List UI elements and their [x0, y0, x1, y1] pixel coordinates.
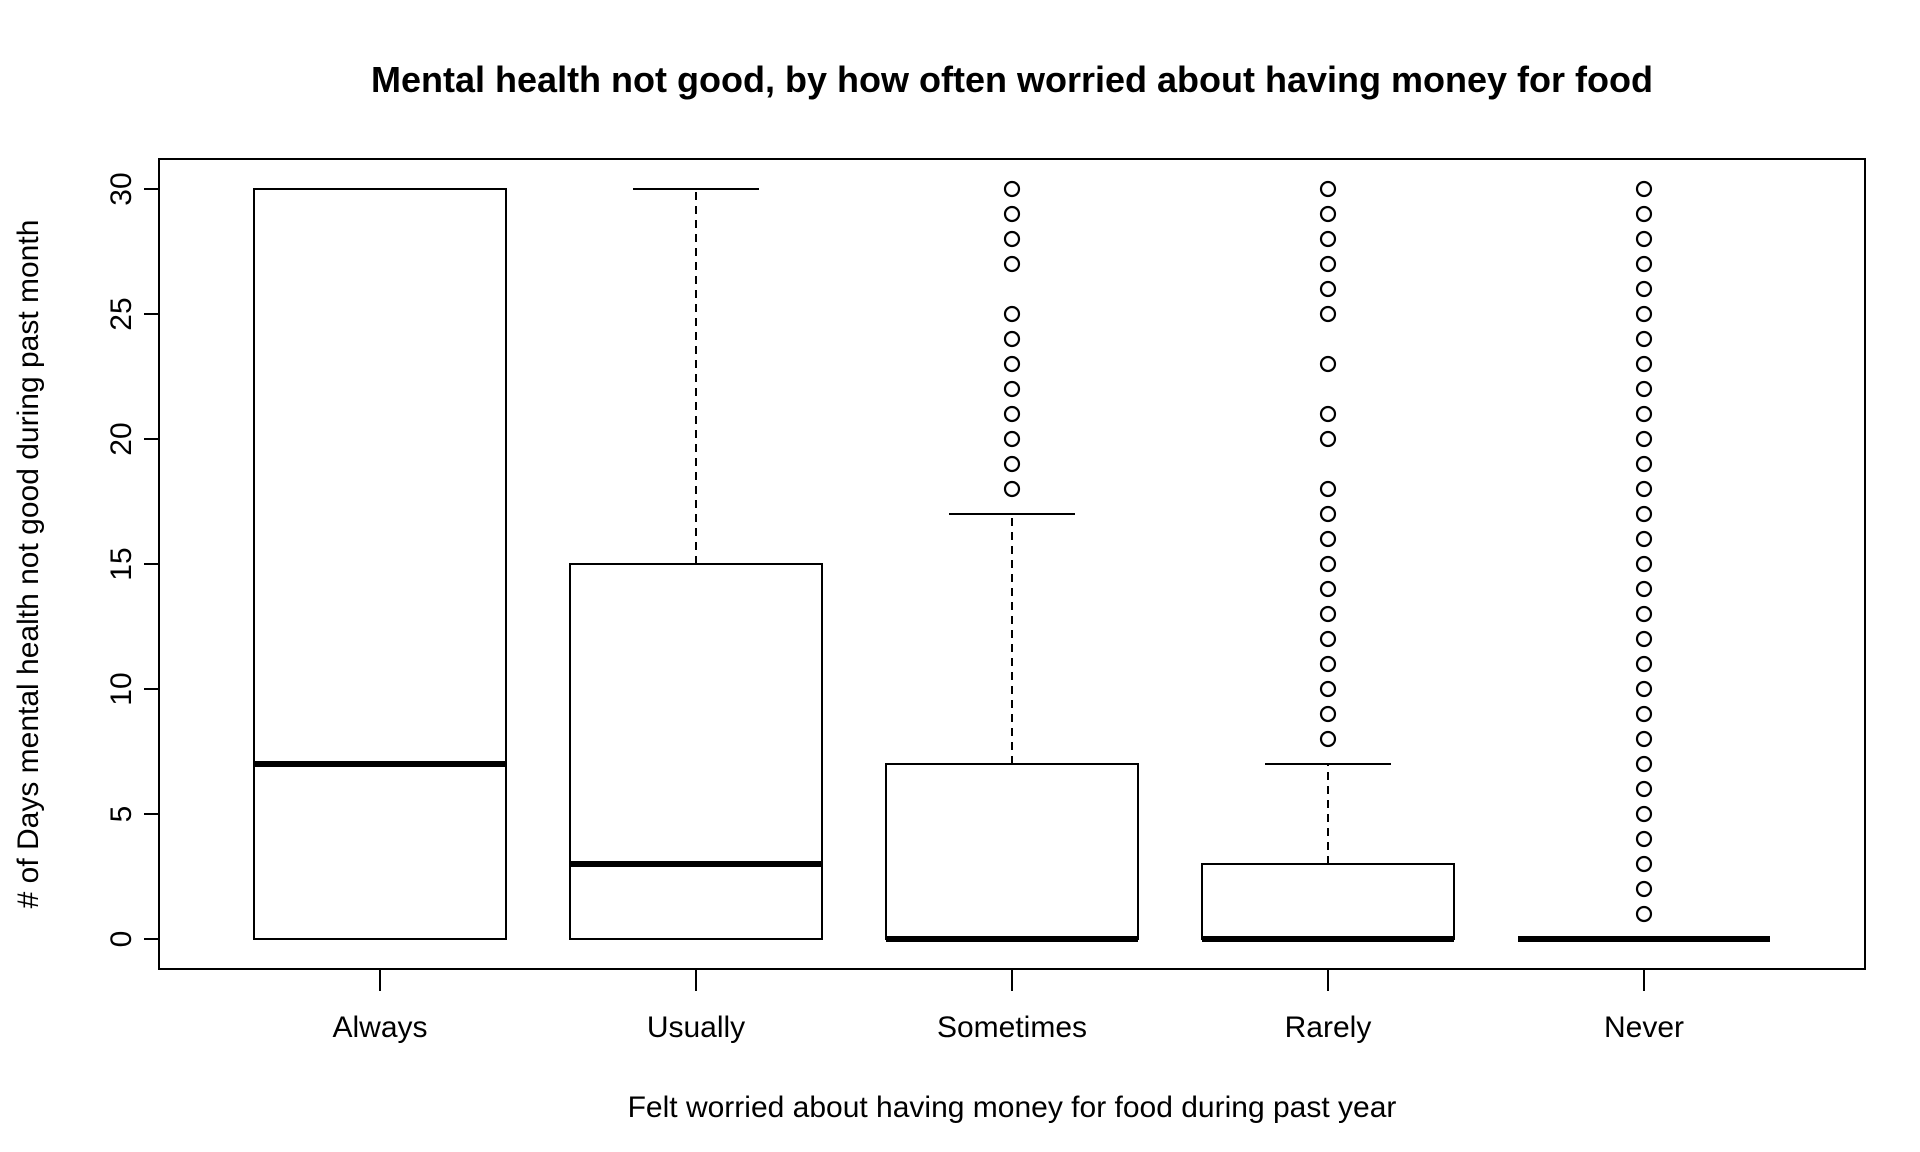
outlier-point	[1003, 480, 1021, 498]
outlier-point	[1003, 430, 1021, 448]
outlier-point	[1319, 205, 1337, 223]
y-tick-label: 25	[105, 297, 138, 330]
y-axis: 0 5 10 15 20 25 30	[105, 172, 160, 948]
x-tick-label: Never	[1604, 1011, 1684, 1044]
outlier-point	[1635, 205, 1653, 223]
outlier-point	[1635, 505, 1653, 523]
outlier-point	[1635, 580, 1653, 598]
x-axis-label: Felt worried about having money for food…	[628, 1091, 1397, 1124]
outlier-point	[1319, 280, 1337, 298]
outlier-point	[1319, 605, 1337, 623]
outlier-point	[1635, 630, 1653, 648]
outlier-point	[1003, 255, 1021, 273]
y-tick-label: 10	[105, 672, 138, 705]
outlier-point	[1635, 605, 1653, 623]
outlier-point	[1319, 255, 1337, 273]
box-usually	[569, 188, 823, 940]
outlier-point	[1003, 330, 1021, 348]
outlier-point	[1635, 755, 1653, 773]
outlier-point	[1319, 505, 1337, 523]
outlier-point	[1635, 480, 1653, 498]
outlier-point	[1635, 180, 1653, 198]
x-tick-label: Usually	[647, 1011, 745, 1044]
outlier-point	[1319, 655, 1337, 673]
outlier-point	[1319, 680, 1337, 698]
outlier-point	[1635, 305, 1653, 323]
boxes-layer	[253, 180, 1770, 942]
outlier-point	[1635, 280, 1653, 298]
outlier-point	[1003, 205, 1021, 223]
outlier-point	[1319, 730, 1337, 748]
outlier-point	[1319, 355, 1337, 373]
outlier-point	[1635, 530, 1653, 548]
outlier-point	[1635, 780, 1653, 798]
y-tick-label: 5	[105, 806, 138, 823]
x-tick-label: Rarely	[1285, 1011, 1372, 1044]
outlier-point	[1635, 880, 1653, 898]
box-rarely	[1201, 180, 1455, 942]
x-tick-label: Sometimes	[937, 1011, 1087, 1044]
outlier-point	[1319, 530, 1337, 548]
y-tick-label: 0	[105, 931, 138, 948]
outlier-point	[1635, 855, 1653, 873]
box-sometimes	[885, 180, 1139, 942]
outlier-point	[1319, 405, 1337, 423]
outlier-point	[1003, 180, 1021, 198]
box-never	[1518, 180, 1770, 942]
x-tick-label: Always	[332, 1011, 427, 1044]
outlier-point	[1635, 230, 1653, 248]
iqr-box	[885, 763, 1139, 940]
outlier-point	[1319, 180, 1337, 198]
outlier-point	[1635, 555, 1653, 573]
y-axis-label: # of Days mental health not good during …	[12, 220, 45, 909]
box-always	[253, 188, 507, 940]
iqr-box	[1201, 863, 1455, 940]
outlier-point	[1319, 555, 1337, 573]
outlier-point	[1003, 455, 1021, 473]
outlier-point	[1635, 255, 1653, 273]
outlier-point	[1635, 705, 1653, 723]
outlier-point	[1635, 455, 1653, 473]
y-tick-label: 20	[105, 422, 138, 455]
y-tick-label: 15	[105, 547, 138, 580]
outlier-point	[1635, 805, 1653, 823]
outlier-point	[1635, 680, 1653, 698]
outlier-point	[1003, 305, 1021, 323]
iqr-box	[253, 188, 507, 940]
outlier-point	[1635, 830, 1653, 848]
outlier-point	[1003, 355, 1021, 373]
outlier-point	[1319, 705, 1337, 723]
x-axis: Always Usually Sometimes Rarely Never	[332, 969, 1684, 1044]
outlier-point	[1003, 380, 1021, 398]
outlier-point	[1003, 405, 1021, 423]
outlier-point	[1319, 580, 1337, 598]
outlier-point	[1319, 630, 1337, 648]
outlier-point	[1635, 905, 1653, 923]
outlier-point	[1635, 405, 1653, 423]
outlier-point	[1319, 480, 1337, 498]
outlier-point	[1319, 430, 1337, 448]
y-tick-label: 30	[105, 172, 138, 205]
outlier-point	[1635, 730, 1653, 748]
outlier-point	[1319, 230, 1337, 248]
outlier-point	[1635, 355, 1653, 373]
iqr-box	[569, 563, 823, 940]
outlier-point	[1635, 380, 1653, 398]
chart-title: Mental health not good, by how often wor…	[371, 59, 1653, 100]
outlier-point	[1003, 230, 1021, 248]
outlier-point	[1319, 305, 1337, 323]
outlier-point	[1635, 330, 1653, 348]
outlier-point	[1635, 430, 1653, 448]
outlier-point	[1635, 655, 1653, 673]
